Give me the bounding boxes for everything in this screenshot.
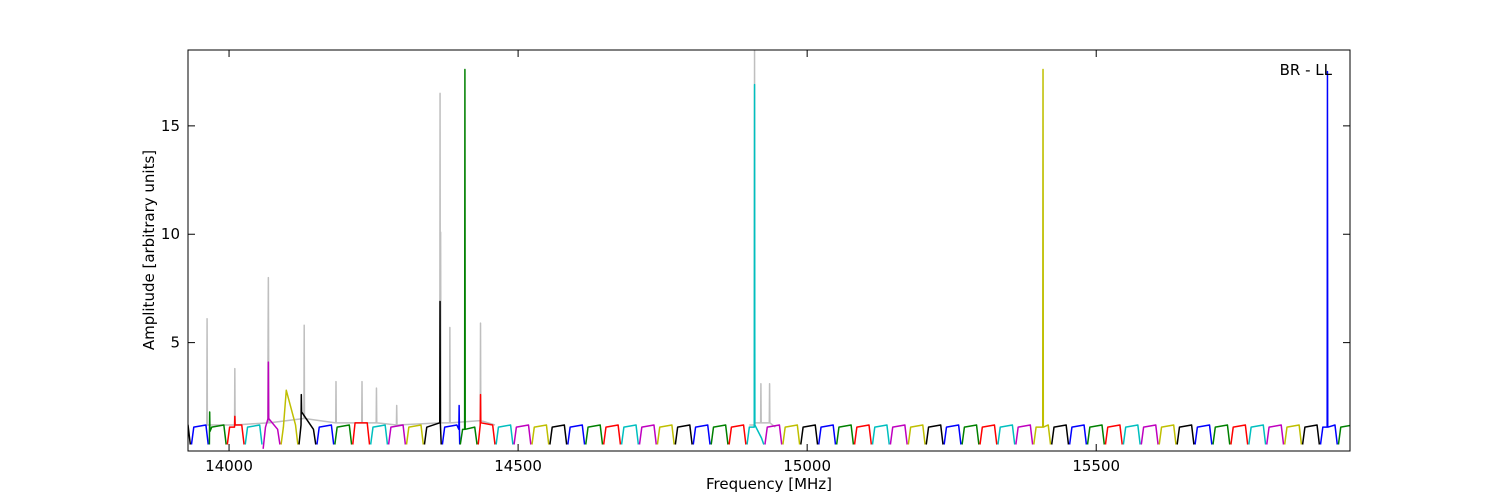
x-tick-label: 15500 (1072, 457, 1120, 475)
x-tick-label: 15000 (783, 457, 831, 475)
spectrum-line (208, 68, 1350, 445)
spectrum-line (280, 68, 1303, 445)
x-tick-label: 14500 (494, 457, 542, 475)
spectrum-line (244, 83, 1267, 445)
plot-lines (188, 50, 1350, 449)
spectrum-line (188, 300, 1321, 445)
y-tick-label: 15 (161, 117, 180, 135)
spectrum-line (262, 361, 1285, 449)
spectrum-line (226, 393, 1249, 445)
x-axis-label: Frequency [MHz] (706, 475, 832, 493)
plot-frame (187, 49, 1351, 452)
y-axis-label: Amplitude [arbitrary units] (140, 150, 158, 350)
annotation: BR - LL (1280, 61, 1333, 79)
x-tick-label: 14000 (205, 457, 253, 475)
y-tick-label: 5 (170, 334, 180, 352)
spectrum-line (190, 70, 1339, 445)
y-tick-label: 10 (161, 225, 180, 243)
